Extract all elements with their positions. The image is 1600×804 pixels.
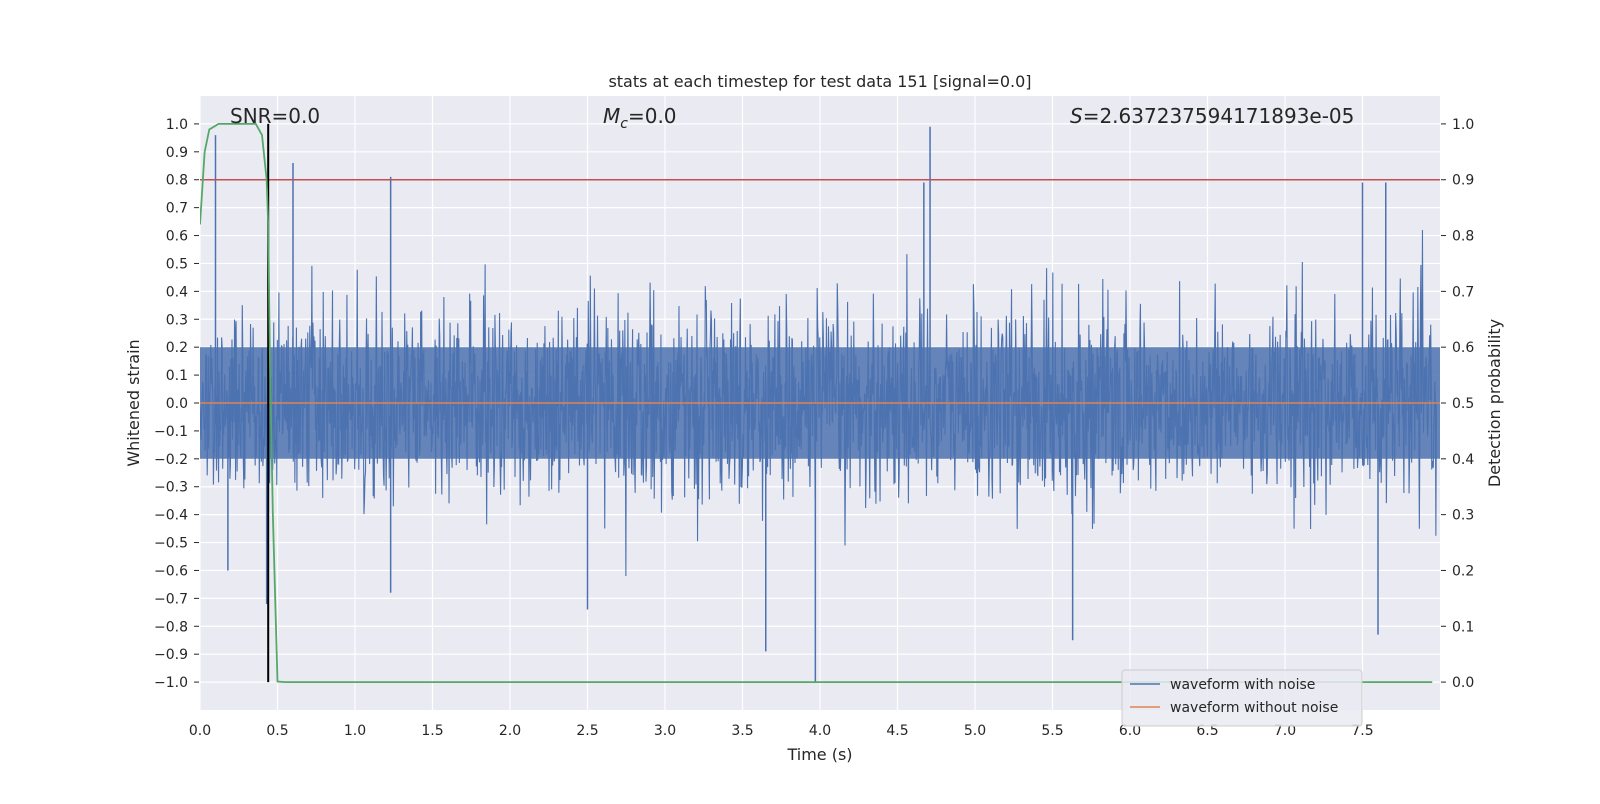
y-tick-label: −1.0 <box>154 675 188 691</box>
y-tick-label: 0.5 <box>166 256 188 272</box>
y2-axis-label: Detection probability <box>1485 319 1504 487</box>
annotation-mc-value: =0.0 <box>628 104 677 128</box>
legend-label-noise: waveform with noise <box>1170 677 1315 693</box>
y2-tick-label: 0.6 <box>1452 340 1474 356</box>
x-tick-label: 3.0 <box>654 723 676 739</box>
y-tick-label: 0.1 <box>166 368 188 384</box>
y-tick-label: 0.0 <box>166 396 188 412</box>
x-tick-label: 7.5 <box>1351 723 1373 739</box>
x-tick-label: 5.5 <box>1041 723 1063 739</box>
y-ticks: 1.0 0.9 0.8 0.7 0.6 0.5 0.4 0.3 0.2 0.1 0.0 −0.1 −0.… <box>154 117 199 691</box>
x-ticks: 0.0 0.5 1.0 1.5 2.0 2.5 3.0 3.5 4.0 4.5 5.0 5.5 6.0 6… <box>189 723 1374 739</box>
x-tick-label: 2.0 <box>499 723 521 739</box>
annotation-snr: SNR=0.0 <box>230 104 320 128</box>
annotation-s: S=2.637237594171893e-05 <box>1070 104 1354 128</box>
y-tick-label: −0.5 <box>154 536 188 552</box>
y-tick-label: −0.4 <box>154 508 188 524</box>
x-tick-label: 5.0 <box>964 723 986 739</box>
annotation-s-value: =2.637237594171893e-05 <box>1083 104 1355 128</box>
chart-title: stats at each timestep for test data 151… <box>608 72 1031 91</box>
y2-ticks: 1.0 0.9 0.8 0.7 0.6 0.5 0.4 0.3 0.2 0.1 0.0 <box>1441 117 1474 691</box>
y2-tick-label: 0.1 <box>1452 619 1474 635</box>
y2-tick-label: 0.8 <box>1452 229 1474 245</box>
x-tick-label: 6.0 <box>1119 723 1141 739</box>
x-tick-label: 4.0 <box>809 723 831 739</box>
annotation-mc-sub: c <box>620 116 628 132</box>
x-tick-label: 0.5 <box>266 723 288 739</box>
x-tick-label: 1.0 <box>344 723 366 739</box>
y-tick-label: 0.7 <box>166 201 188 217</box>
annotation-mc: Mc=0.0 <box>603 104 677 132</box>
annotation-s-symbol: S <box>1070 104 1083 128</box>
y-tick-label: −0.6 <box>154 563 188 579</box>
x-tick-label: 3.5 <box>731 723 753 739</box>
y-tick-label: −0.1 <box>154 424 188 440</box>
y-tick-label: −0.8 <box>154 619 188 635</box>
y-tick-label: −0.3 <box>154 480 188 496</box>
y2-tick-label: 0.9 <box>1452 173 1474 189</box>
y-tick-label: 1.0 <box>166 117 188 133</box>
y-tick-label: −0.7 <box>154 591 188 607</box>
y-tick-label: 0.3 <box>166 312 188 328</box>
legend-box <box>1121 669 1363 727</box>
x-tick-label: 2.5 <box>576 723 598 739</box>
x-tick-label: 7.0 <box>1274 723 1296 739</box>
x-tick-label: 4.5 <box>886 723 908 739</box>
y2-tick-label: 1.0 <box>1452 117 1474 133</box>
x-axis-label: Time (s) <box>786 745 852 764</box>
y2-tick-label: 0.4 <box>1452 452 1474 468</box>
y-tick-label: 0.9 <box>166 145 188 161</box>
y2-tick-label: 0.0 <box>1452 675 1474 691</box>
x-tick-label: 6.5 <box>1196 723 1218 739</box>
x-tick-label: 1.5 <box>421 723 443 739</box>
y2-tick-label: 0.5 <box>1452 396 1474 412</box>
y-tick-label: 0.2 <box>166 340 188 356</box>
y-axis-label: Whitened strain <box>124 339 143 466</box>
x-tick-label: 0.0 <box>189 723 211 739</box>
annotation-mc-symbol: M <box>603 104 620 128</box>
y-tick-label: 0.6 <box>166 229 188 245</box>
y-tick-label: −0.2 <box>154 452 188 468</box>
y2-tick-label: 0.2 <box>1452 563 1474 579</box>
y2-tick-label: 0.7 <box>1452 284 1474 300</box>
y-tick-label: 0.8 <box>166 173 188 189</box>
y-tick-label: 0.4 <box>166 284 188 300</box>
y2-tick-label: 0.3 <box>1452 508 1474 524</box>
legend: waveform with noise waveform without noi… <box>1121 669 1363 727</box>
y-tick-label: −0.9 <box>154 647 188 663</box>
legend-label-clean: waveform without noise <box>1170 700 1338 716</box>
series-detection-probability <box>200 123 1433 683</box>
